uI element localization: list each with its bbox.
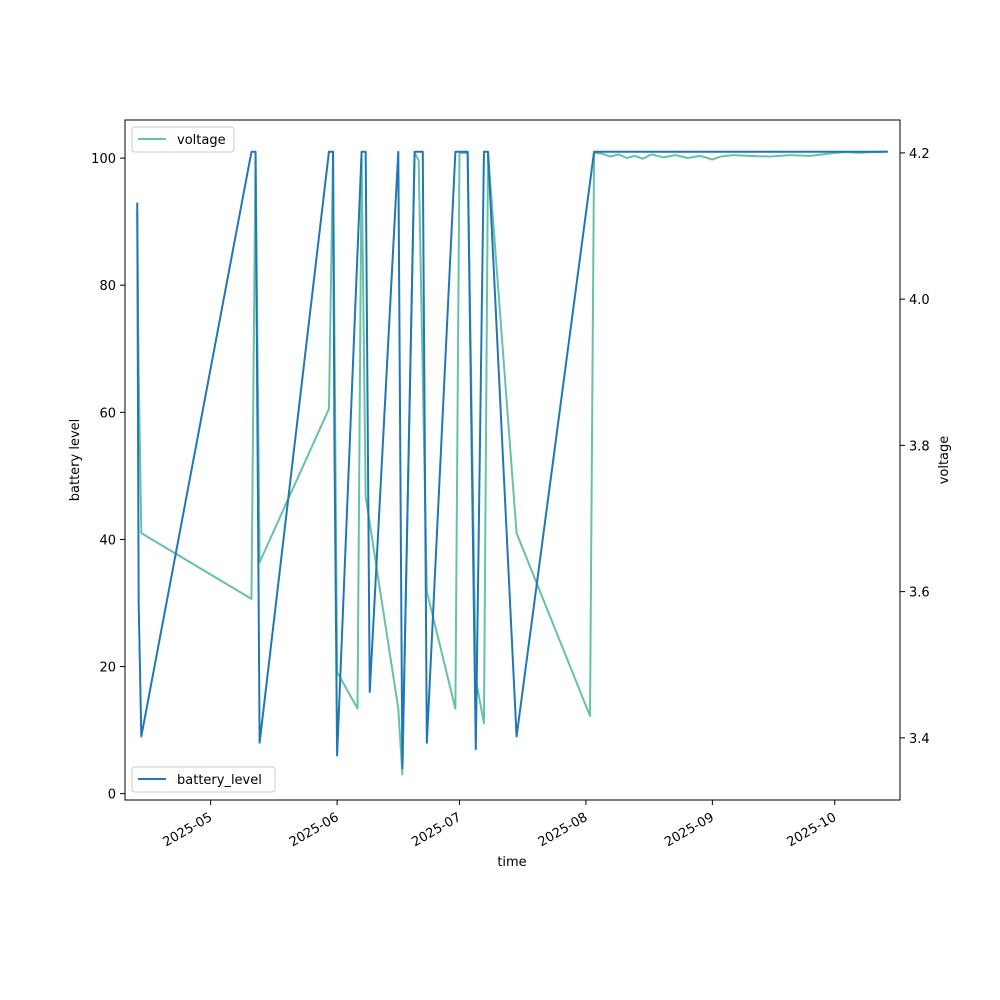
x-tick-label: 2025-07	[409, 810, 464, 850]
y2-tick-label: 3.6	[909, 586, 930, 601]
y2-tick-label: 4.2	[909, 147, 930, 162]
y2-axis-title: voltage	[937, 436, 952, 485]
y-tick-label: 60	[99, 406, 116, 421]
y-tick-label: 20	[99, 661, 116, 676]
x-tick-label: 2025-10	[785, 810, 840, 850]
legend-battery-level-box	[131, 766, 276, 793]
legend-voltage-label: voltage	[177, 133, 226, 148]
x-tick-label: 2025-08	[536, 810, 591, 850]
x-tick-label: 2025-06	[287, 810, 342, 850]
series-line-battery-level	[136, 150, 888, 770]
y-tick-label: 80	[99, 279, 116, 294]
y-axis-title: battery level	[68, 419, 83, 502]
x-axis-title: time	[497, 855, 526, 870]
plot-area	[125, 120, 900, 800]
x-tick-label: 2025-05	[161, 810, 216, 850]
legend-voltage: voltage	[131, 126, 235, 153]
y-tick-label: 100	[91, 152, 116, 167]
legend-voltage-box	[131, 126, 235, 153]
y-tick-label: 0	[108, 788, 116, 803]
legend-battery-level-label: battery_level	[177, 773, 262, 788]
y2-tick-label: 3.4	[909, 732, 930, 747]
series-layer	[136, 150, 888, 776]
y2-tick-label: 4.0	[909, 293, 930, 308]
plot-frame	[124, 119, 901, 801]
y-tick-label: 40	[99, 533, 116, 548]
x-tick-label: 2025-09	[662, 810, 717, 850]
y2-tick-label: 3.8	[909, 439, 930, 454]
legend-battery-level: battery_level	[131, 766, 276, 793]
